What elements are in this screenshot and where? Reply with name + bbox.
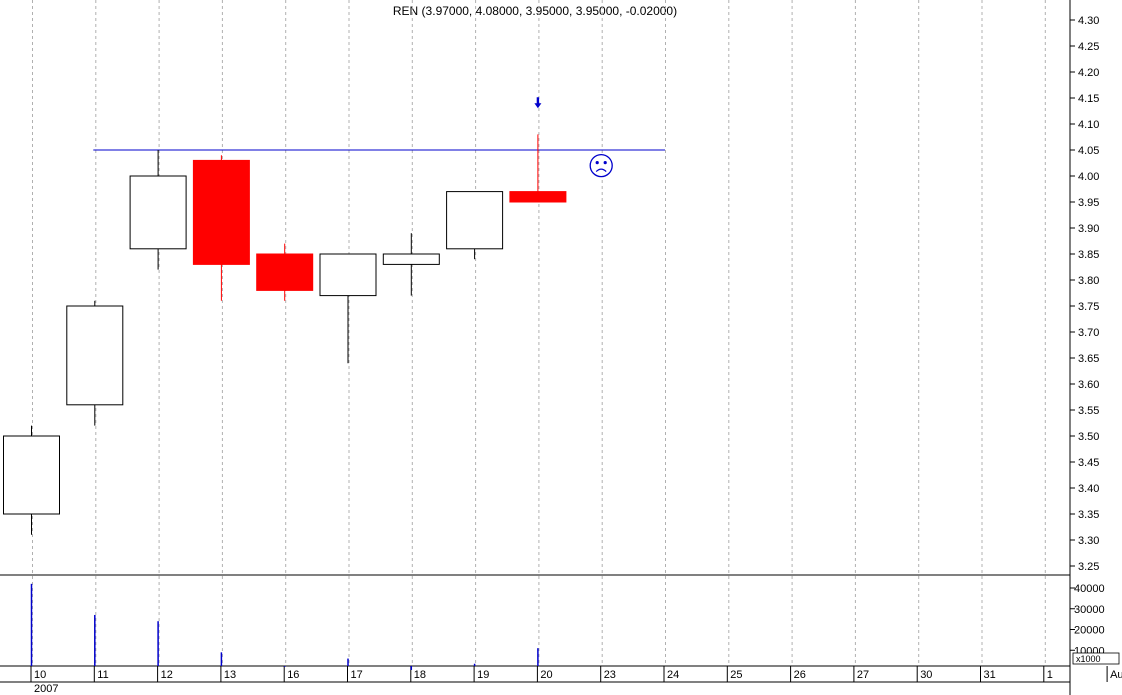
y-tick-label: 3.60 [1078,379,1099,391]
x-tick-label: 25 [730,669,742,681]
y-tick-label: 4.20 [1078,67,1099,79]
y-tick-label: 4.25 [1078,41,1099,53]
y-tick-label: 3.80 [1078,275,1099,287]
y-tick-label: 3.90 [1078,223,1099,235]
y-tick-label: 4.30 [1078,15,1099,27]
year-label: 2007 [34,683,58,695]
candle-body [319,253,377,297]
y-tick-label: 4.00 [1078,171,1099,183]
x-tick-label: 24 [667,669,679,681]
x-tick-label: 19 [477,669,489,681]
y-tick-label: 3.95 [1078,197,1099,209]
y-tick-label: 3.40 [1078,483,1099,495]
x-tick-label: 13 [224,669,236,681]
y-tick-label: 3.85 [1078,249,1099,261]
x-tick-label: 26 [794,669,806,681]
x-tick-label: 10 [34,669,46,681]
sad-face-icon [589,153,613,178]
x-tick-label: 17 [351,669,363,681]
y-tick-label: 3.70 [1078,327,1099,339]
candle-body [256,253,314,291]
down-arrow-icon [534,97,542,109]
candle-body [192,159,250,265]
y-tick-label: 4.15 [1078,93,1099,105]
x-tick-label: 12 [161,669,173,681]
x-tick-label: Augus [1110,669,1122,681]
volume-unit-box [1072,652,1120,665]
x-tick-label: 27 [857,669,869,681]
y-tick-label: 3.50 [1078,431,1099,443]
x-tick-label: 16 [287,669,299,681]
y-tick-label: 3.55 [1078,405,1099,417]
x-tick-label: 18 [414,669,426,681]
candle-body [129,175,187,250]
y-tick-label: 3.75 [1078,301,1099,313]
y-tick-label: 3.45 [1078,457,1099,469]
y-tick-label: 4.05 [1078,145,1099,157]
y-tick-label: 3.30 [1078,535,1099,547]
candle-body [66,305,124,406]
volume-unit-label: x1000 [1076,654,1101,664]
y-tick-label: 4.10 [1078,119,1099,131]
volume-tick-label: 30000 [1074,604,1105,616]
y-tick-label: 3.35 [1078,509,1099,521]
x-tick-label: 30 [920,669,932,681]
candle-body [509,191,567,203]
chart-title: REN (3.97000, 4.08000, 3.95000, 3.95000,… [392,4,678,18]
volume-tick-label: 20000 [1074,625,1105,637]
x-tick-label: 11 [97,669,108,681]
x-tick-label: 23 [604,669,616,681]
volume-tick-label: 40000 [1074,583,1105,595]
candle-body [382,253,440,265]
candle-body [3,435,60,515]
candle-body [446,191,504,250]
y-tick-label: 3.65 [1078,353,1099,365]
x-tick-label: 1 [1047,669,1053,681]
y-tick-label: 3.25 [1078,561,1099,573]
x-tick-label: 20 [540,669,552,681]
x-tick-label: 31 [984,669,996,681]
